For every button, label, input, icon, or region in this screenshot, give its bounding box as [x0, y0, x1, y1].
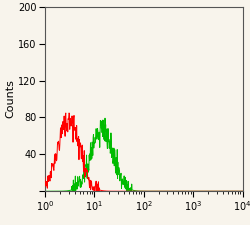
Y-axis label: Counts: Counts — [6, 80, 16, 118]
